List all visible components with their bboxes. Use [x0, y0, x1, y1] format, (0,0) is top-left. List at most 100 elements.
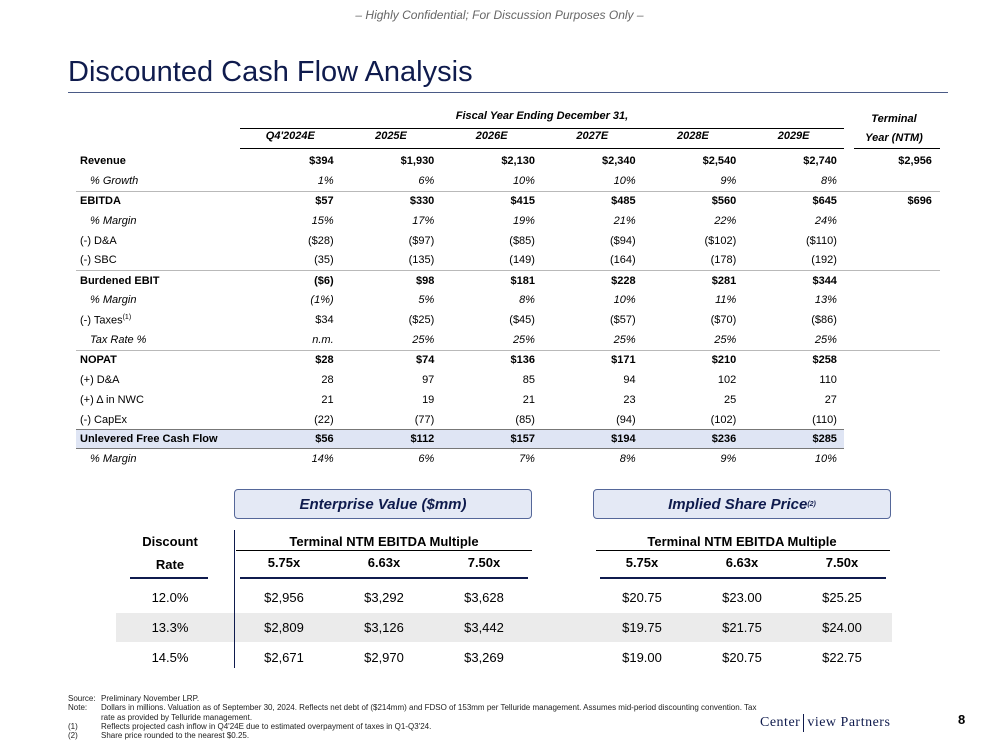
row-label: Revenue	[76, 155, 240, 167]
sp-multiple-header: 6.63x	[725, 555, 759, 570]
row-value: $415	[510, 195, 535, 208]
terminal-header-line1: Terminal	[871, 113, 917, 125]
row-value: 15%	[311, 214, 334, 227]
row-value: ($86)	[811, 314, 837, 327]
share-price-value: $19.00	[622, 650, 662, 665]
sensitivity-row: 14.5% $2,671 $2,970 $3,269 $19.00 $20.75 $22.7…	[116, 643, 892, 672]
dcf-row: % Margin (1%) 5% 8% 10% 11% 13%	[76, 290, 940, 310]
row-value: $56	[315, 433, 334, 446]
share-price-value: $24.00	[822, 620, 862, 635]
discount-rate-label-2: Rate	[155, 557, 185, 572]
row-value: ($57)	[609, 314, 636, 327]
row-value: 14%	[311, 453, 334, 466]
dcf-row: Unlevered Free Cash Flow $56 $112 $157 $194 $…	[76, 429, 844, 450]
row-value: 94	[623, 373, 636, 386]
row-value: $560	[711, 195, 737, 208]
terminal-year-header: Terminal Year (NTM)	[848, 110, 940, 148]
row-label-text: Unlevered Free Cash Flow	[80, 433, 218, 446]
row-value: 25%	[714, 333, 737, 346]
discount-rate-label-1: Discount	[142, 534, 198, 549]
row-value: 7%	[519, 453, 535, 466]
row-label: NOPAT	[76, 354, 240, 366]
row-value: 110	[819, 373, 837, 386]
share-price-value: $23.00	[722, 590, 762, 605]
ev-value: $3,292	[364, 590, 404, 605]
dcf-row: Tax Rate % n.m. 25% 25% 25% 25% 25%	[76, 330, 940, 350]
row-value: (135)	[408, 254, 435, 267]
column-header: 2029E	[777, 130, 810, 142]
footnote: Note: Dollars in millions. Valuation as o…	[68, 703, 768, 722]
discount-rate-rule	[130, 577, 208, 579]
row-value: 25%	[412, 333, 435, 346]
dcf-row: (-) Taxes(1) $34 ($25) ($45) ($57) ($70) ($86)	[76, 310, 940, 330]
row-label: (-) SBC	[76, 254, 240, 266]
row-value: n.m.	[312, 333, 334, 346]
row-value: 13%	[814, 294, 837, 307]
row-value: $2,340	[601, 154, 636, 167]
logo-text-right: view Partners	[807, 715, 891, 730]
row-label-text: (-) D&A	[80, 234, 117, 247]
row-value: 23	[623, 393, 636, 406]
row-value: $210	[711, 354, 737, 367]
terminal-header-line2: Year (NTM)	[865, 132, 923, 144]
row-value: $1,930	[400, 154, 435, 167]
share-price-header-box: Implied Share Price (2)	[593, 489, 891, 519]
row-value: $157	[510, 433, 535, 446]
row-value: $645	[812, 195, 837, 208]
footnote-text: Share price rounded to the nearest $0.25…	[101, 731, 250, 741]
row-value: ($70)	[710, 314, 737, 327]
share-price-value: $22.75	[822, 650, 862, 665]
row-label-text: (-) SBC	[80, 254, 117, 267]
row-value: ($28)	[307, 234, 334, 247]
confidential-banner: – Highly Confidential; For Discussion Pu…	[355, 8, 644, 22]
sp-multiple-header: 5.75x	[625, 555, 659, 570]
share-price-value: $21.75	[722, 620, 762, 635]
row-label-text: EBITDA	[80, 195, 121, 208]
row-label-text: (+) Δ in NWC	[80, 393, 144, 406]
ev-value: $2,671	[264, 650, 304, 665]
enterprise-value-header-box: Enterprise Value ($mm)	[234, 489, 532, 519]
row-value: 25	[724, 393, 737, 406]
row-value: 1%	[317, 174, 334, 187]
row-value: $2,740	[803, 154, 837, 167]
share-price-value: $20.75	[622, 590, 662, 605]
sp-multiple-title: Terminal NTM EBITDA Multiple	[647, 534, 837, 549]
row-value: $74	[415, 354, 435, 367]
row-value: ($45)	[509, 314, 535, 327]
row-value: ($85)	[509, 234, 535, 247]
row-label-text: Revenue	[80, 154, 126, 167]
fiscal-year-header: Fiscal Year Ending December 31,	[455, 110, 629, 122]
row-label-text: NOPAT	[80, 354, 117, 367]
row-value: 6%	[418, 453, 435, 466]
row-value: 28	[321, 373, 334, 386]
row-label-text: Burdened EBIT	[80, 274, 160, 287]
row-value: 25%	[814, 333, 837, 346]
share-price-value: $25.25	[822, 590, 862, 605]
ev-multiple-header: 7.50x	[467, 555, 501, 570]
share-price-value: $20.75	[722, 650, 762, 665]
row-label: % Growth	[76, 175, 240, 187]
row-value: 25%	[512, 333, 535, 346]
row-value: (35)	[314, 254, 334, 267]
row-value: 8%	[619, 453, 636, 466]
footnote: (2) Share price rounded to the nearest $0…	[68, 731, 768, 740]
row-value: $98	[415, 274, 435, 287]
column-header: 2027E	[576, 130, 609, 142]
discount-rate: 14.5%	[151, 650, 189, 665]
sp-multiple-header-rule	[600, 577, 886, 579]
row-value: (149)	[509, 254, 535, 267]
row-value: $236	[711, 433, 737, 446]
row-label: (-) CapEx	[76, 414, 240, 426]
terminal-value: $2,956	[898, 154, 932, 167]
row-label: Burdened EBIT	[76, 275, 240, 287]
row-value: 102	[717, 373, 737, 386]
row-value: 10%	[613, 294, 636, 307]
ev-multiple-header-rule	[240, 577, 528, 579]
row-value: 5%	[418, 294, 435, 307]
footnote-text: Preliminary November LRP.	[101, 694, 200, 703]
ev-value: $3,442	[464, 620, 504, 635]
row-value: 21	[321, 393, 334, 406]
row-value: (178)	[710, 254, 737, 267]
row-label-text: Tax Rate %	[90, 333, 147, 346]
ev-value: $3,628	[464, 590, 504, 605]
